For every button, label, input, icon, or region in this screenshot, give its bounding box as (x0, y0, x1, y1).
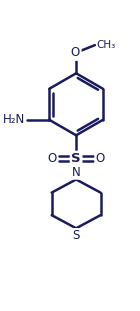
Text: S: S (72, 229, 80, 242)
Text: O: O (47, 152, 56, 165)
Text: O: O (71, 46, 80, 59)
Text: H₂N: H₂N (3, 113, 25, 126)
Text: S: S (71, 152, 81, 165)
Text: CH₃: CH₃ (97, 40, 116, 50)
Text: O: O (96, 152, 105, 165)
Text: N: N (72, 165, 80, 179)
